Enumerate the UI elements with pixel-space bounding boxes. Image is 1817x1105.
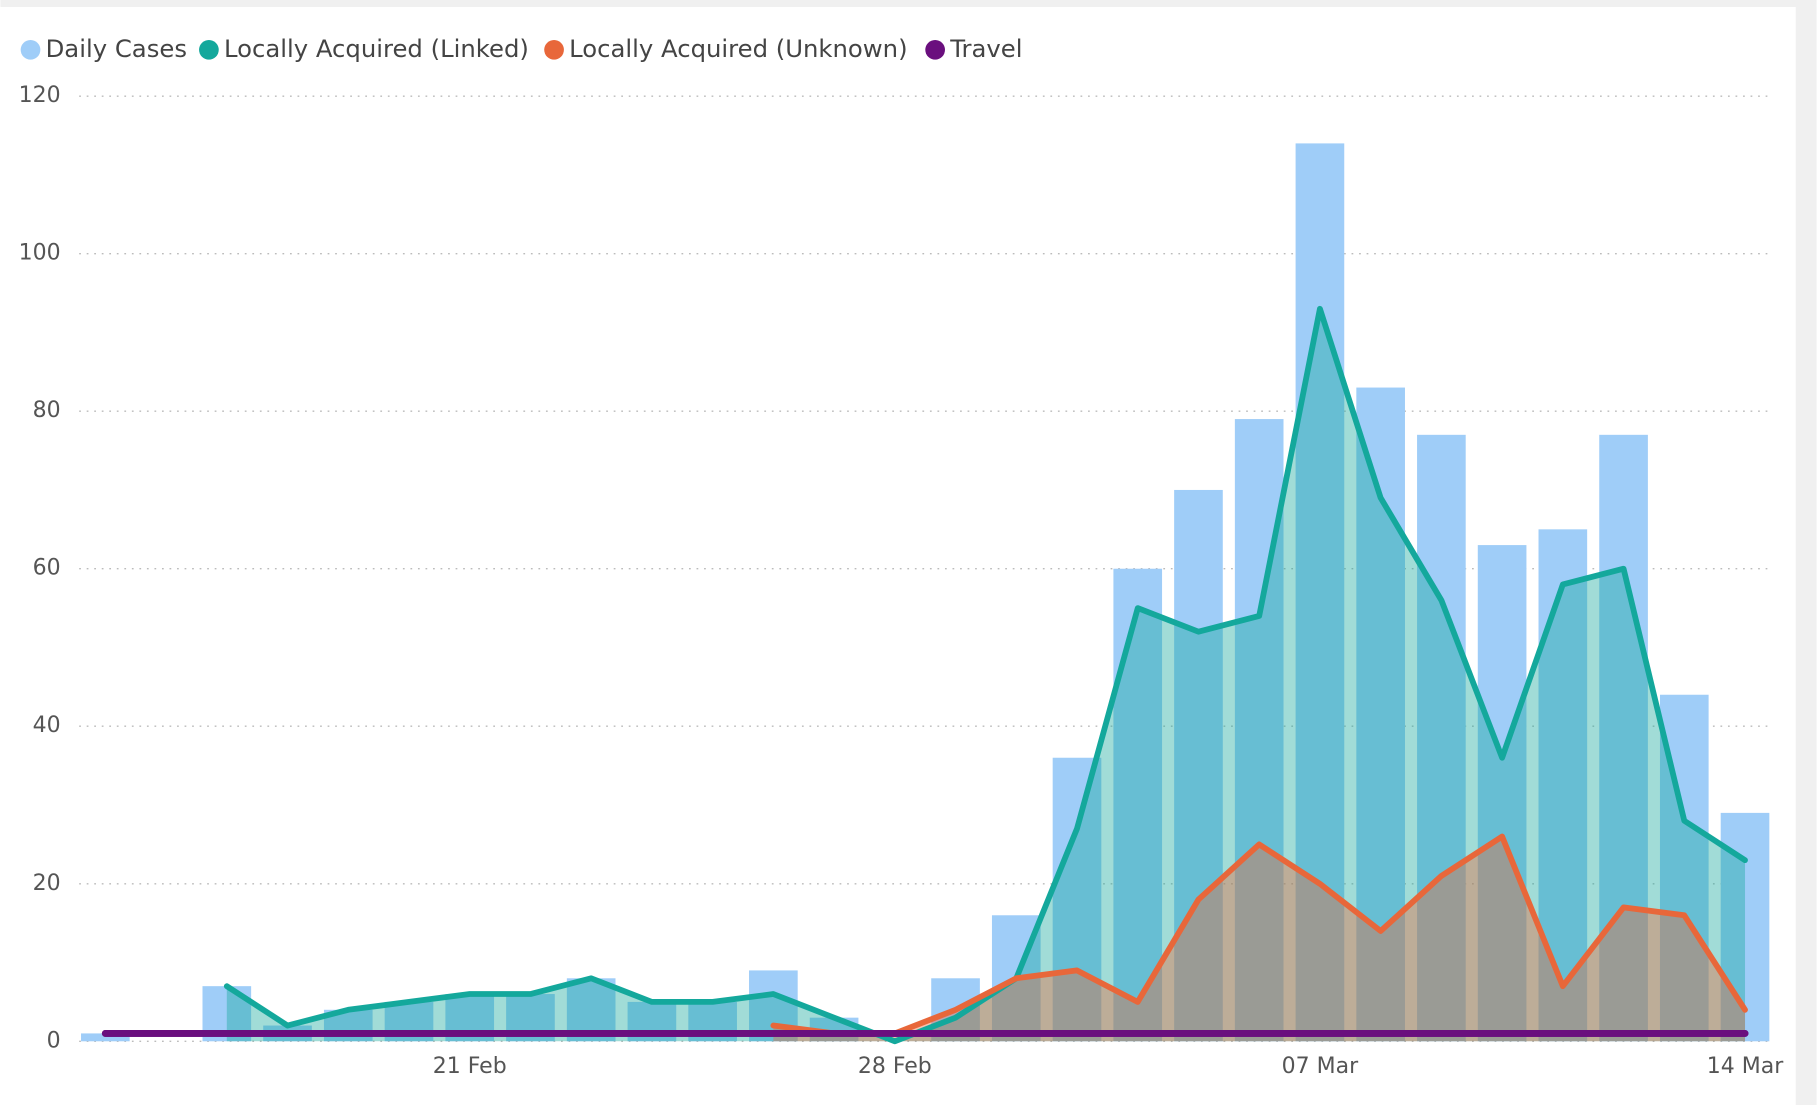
bar — [1295, 143, 1345, 1042]
series-line — [770, 833, 1748, 1037]
top-strip — [0, 0, 1817, 7]
series-area — [226, 308, 1746, 1042]
y-tick-label: 0 — [47, 1028, 61, 1053]
y-tick-label: 40 — [33, 713, 61, 738]
legend-marker — [925, 39, 945, 60]
y-tick-label: 20 — [33, 871, 61, 896]
bar — [1174, 489, 1223, 1042]
bar — [1538, 529, 1588, 1042]
bar — [1052, 757, 1102, 1042]
legend-label: Locally Acquired (Unknown) — [569, 34, 907, 63]
y-tick-label: 120 — [19, 83, 61, 108]
side-strip — [1795, 0, 1817, 1105]
legend-label: Locally Acquired (Linked) — [224, 34, 529, 63]
x-tick-label: 21 Feb — [433, 1054, 507, 1079]
legend-marker — [544, 39, 564, 60]
bar — [1477, 545, 1527, 1042]
bar — [1599, 434, 1648, 1042]
series-area — [773, 836, 1746, 1042]
legend-marker — [20, 39, 41, 60]
x-tick-label: 14 Mar — [1707, 1054, 1784, 1079]
x-tick-label: 07 Mar — [1282, 1054, 1359, 1079]
y-tick-label: 100 — [19, 241, 61, 266]
bar — [1417, 434, 1466, 1042]
bar — [1113, 568, 1163, 1042]
legend-label: Daily Cases — [46, 34, 187, 63]
y-tick-label: 80 — [33, 398, 61, 423]
legend-marker — [199, 39, 219, 60]
bar — [81, 1033, 130, 1042]
x-tick-label: 28 Feb — [858, 1054, 932, 1079]
y-tick-label: 60 — [33, 556, 61, 581]
legend-label: Travel — [949, 34, 1022, 63]
series-line — [223, 305, 1748, 1045]
